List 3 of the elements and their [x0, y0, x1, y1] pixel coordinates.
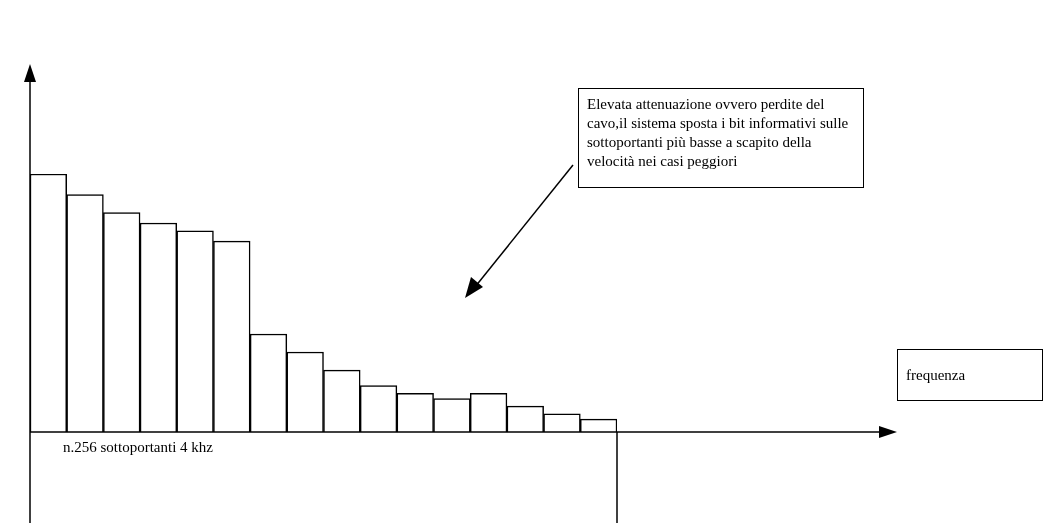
text: Elevata attenuazione ovvero perdite del cavo,il sistema sposta i bit informativi sulle sottoportanti più basse a scapito della velocità nei casi peggiori: [578, 88, 864, 188]
text: n.256 sottoportanti 4 khz: [63, 439, 213, 456]
text: frequenza: [897, 349, 1043, 401]
